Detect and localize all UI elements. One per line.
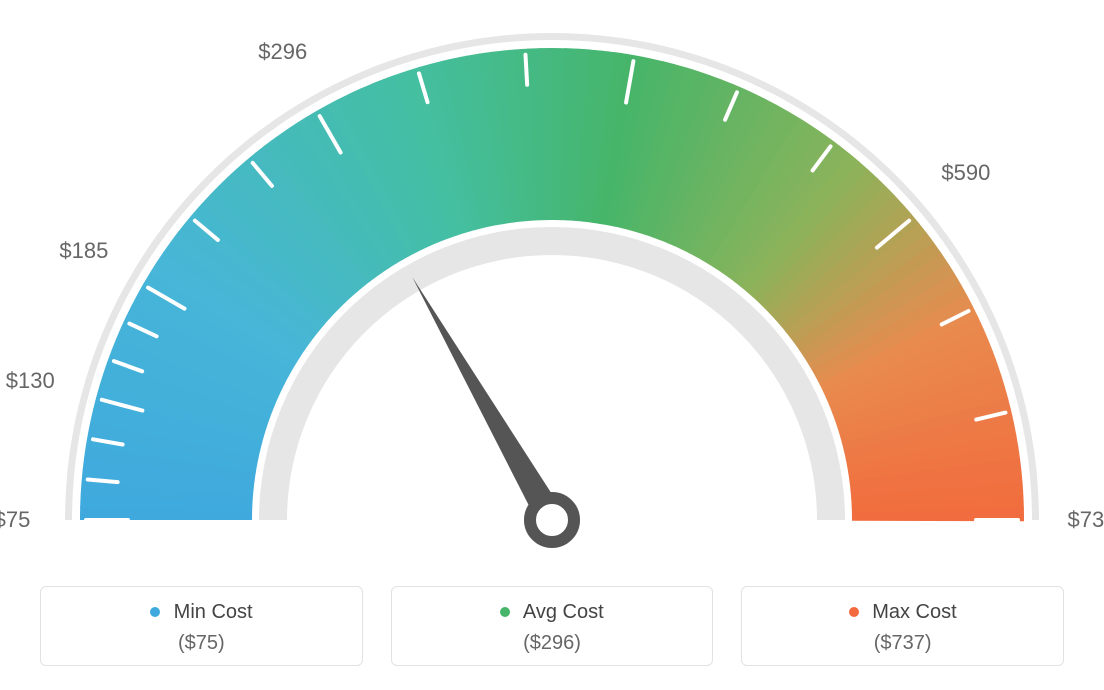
max-cost-value: ($737)	[742, 632, 1063, 655]
avg-cost-label: Avg Cost	[523, 601, 604, 623]
max-cost-card: Max Cost ($737)	[741, 586, 1064, 666]
gauge-svg	[0, 0, 1104, 560]
max-cost-label: Max Cost	[872, 601, 956, 623]
avg-cost-value: ($296)	[392, 632, 713, 655]
avg-cost-card: Avg Cost ($296)	[391, 586, 714, 666]
min-cost-label: Min Cost	[174, 601, 253, 623]
cost-gauge-widget: $75 $130 $185 $296 $443 $590 $737 Min Cost ($7…	[0, 0, 1104, 690]
gauge-tick-label: $737	[1068, 507, 1104, 533]
summary-cards: Min Cost ($75) Avg Cost ($296) Max Cost …	[40, 586, 1064, 666]
gauge-tick-label: $296	[258, 39, 307, 65]
min-cost-card: Min Cost ($75)	[40, 586, 363, 666]
avg-cost-dot	[500, 607, 510, 617]
min-cost-dot	[150, 607, 160, 617]
avg-cost-title: Avg Cost	[392, 601, 713, 624]
gauge-tick-label: $590	[941, 160, 990, 186]
gauge-tick-label: $130	[6, 368, 55, 394]
gauge-tick-label: $185	[59, 238, 108, 264]
max-cost-dot	[849, 607, 859, 617]
gauge-tick-label: $443	[622, 0, 671, 1]
min-cost-value: ($75)	[41, 632, 362, 655]
max-cost-title: Max Cost	[742, 601, 1063, 624]
gauge-tick-label: $75	[0, 507, 30, 533]
gauge-area: $75 $130 $185 $296 $443 $590 $737	[0, 0, 1104, 560]
min-cost-title: Min Cost	[41, 601, 362, 624]
